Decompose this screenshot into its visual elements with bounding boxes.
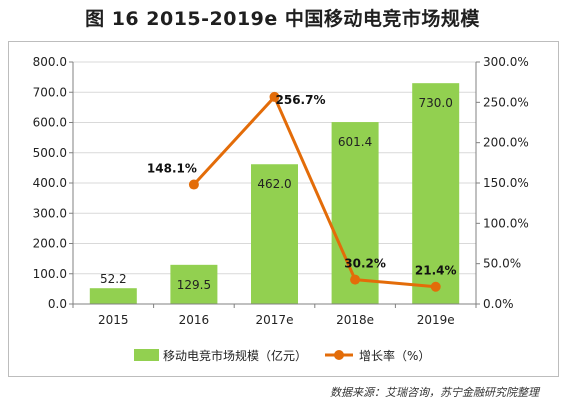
left-axis-tick-label: 400.0: [33, 176, 67, 190]
x-axis-tick-label: 2016: [179, 313, 210, 327]
right-axis-tick-label: 150.0%: [483, 176, 529, 190]
bar-series: [89, 83, 460, 304]
bar: [331, 122, 379, 304]
left-axis-tick-label: 200.0: [33, 237, 67, 251]
data-labels: 52.2 129.5 462.0 601.4 730.0 148.1% 256.7% 30.2…: [100, 93, 457, 292]
left-axis-tick-label: 700.0: [33, 85, 67, 99]
bar-value-label: 462.0: [257, 177, 291, 191]
growth-rate-line: [192, 95, 436, 289]
right-axis-tick-label: 100.0%: [483, 216, 529, 230]
line-value-label: 148.1%: [147, 162, 197, 176]
x-axis-tick-label: 2018e: [336, 313, 374, 327]
line-series: [188, 91, 441, 292]
line-point: [269, 91, 280, 102]
right-axis-tick-label: 300.0%: [483, 55, 529, 69]
source-note: 数据来源：艾瑞咨询，苏宁金融研究院整理: [330, 386, 539, 399]
x-axis-tick-label: 2019e: [417, 313, 455, 327]
right-axis-tick-label: 50.0%: [483, 257, 521, 271]
bar-value-label: 52.2: [100, 272, 127, 286]
bar: [251, 164, 298, 304]
left-axis-tick-label: 600.0: [33, 116, 67, 130]
line-point: [188, 179, 199, 190]
x-axis-tick-label: 2017e: [256, 313, 294, 327]
bar-value-label: 601.4: [338, 135, 372, 149]
left-axis-tick-label: 300.0: [33, 206, 67, 220]
bar-value-label: 730.0: [419, 96, 453, 110]
x-axis-tick-label: 2015: [98, 313, 129, 327]
left-axis-tick-label: 100.0: [33, 267, 67, 281]
right-axis-tick-label: 250.0%: [483, 95, 529, 109]
line-value-label: 30.2%: [344, 257, 386, 271]
bar: [170, 264, 218, 304]
legend-bar-label: 移动电竞市场规模（亿元）: [163, 348, 307, 363]
bar-value-label: 129.5: [177, 278, 211, 292]
left-axis-tick-label: 0.0: [48, 297, 67, 311]
legend-line-label: 增长率（%）: [359, 348, 430, 363]
right-axis-tick-label: 0.0%: [483, 297, 514, 311]
chart-frame: [8, 41, 559, 377]
left-axis-tick-label: 800.0: [33, 55, 67, 69]
axes: 0.0 100.0 200.0 300.0 400.0 500.0 600.0 700.0 80…: [33, 55, 529, 327]
line-value-label: 256.7%: [276, 93, 326, 107]
right-axis-tick-label: 200.0%: [483, 136, 529, 150]
chart-title: 图 16 2015-2019e 中国移动电竞市场规模: [85, 8, 480, 30]
left-axis-tick-label: 500.0: [33, 146, 67, 160]
legend-line-marker: [334, 350, 344, 360]
line-point: [430, 281, 441, 292]
legend-bar-swatch: [134, 349, 159, 361]
bar: [89, 288, 137, 304]
legend: 移动电竞市场规模（亿元） 增长率（%）: [134, 348, 430, 363]
line-point: [350, 274, 361, 285]
bar: [412, 83, 460, 304]
line-value-label: 21.4%: [415, 264, 457, 278]
